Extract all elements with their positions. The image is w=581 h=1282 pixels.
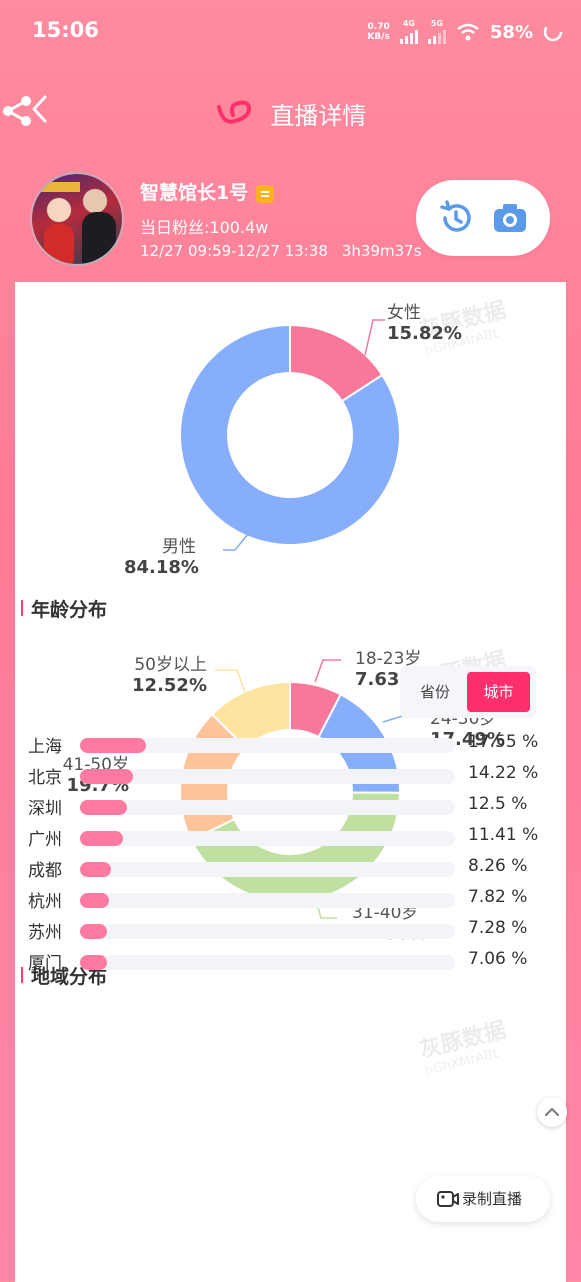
shop-badge-icon xyxy=(256,184,275,203)
region-bar-track xyxy=(80,955,455,970)
region-row: 成都 8.26 % xyxy=(28,854,558,885)
chevron-up-icon xyxy=(545,1107,559,1116)
region-percent: 7.06 % xyxy=(468,949,528,969)
region-bar xyxy=(80,924,108,939)
region-name: 杭州 xyxy=(28,892,62,912)
streamer-name-row: 智慧馆长1号 xyxy=(140,178,275,205)
region-bar-track xyxy=(80,924,455,939)
leader-line-female xyxy=(364,319,385,356)
wifi-icon xyxy=(457,23,479,41)
history-icon[interactable] xyxy=(436,198,476,238)
record-video-icon xyxy=(437,1191,459,1207)
leader-line-male xyxy=(223,533,249,551)
region-percent: 14.22 % xyxy=(468,763,539,783)
region-bar xyxy=(80,955,107,970)
daily-fans: 当日粉丝:100.4w xyxy=(140,218,269,237)
region-name: 苏州 xyxy=(28,923,62,943)
region-bar xyxy=(80,769,134,784)
avatar-sign-graphic xyxy=(40,182,80,192)
region-row: 上海 17.55 % xyxy=(28,730,558,761)
region-bar xyxy=(80,800,127,815)
region-percent: 7.28 % xyxy=(468,918,528,938)
signal-4g-icon: 4G xyxy=(399,20,418,44)
region-row: 苏州 7.28 % xyxy=(28,916,558,947)
region-bar-track xyxy=(80,769,455,784)
page-title: 直播详情 xyxy=(270,102,367,130)
status-time: 15:06 xyxy=(32,18,99,42)
streamer-profile: 智慧馆长1号 当日粉丝:100.4w 12/27 09:59-12/27 13:… xyxy=(30,172,560,268)
page-title-wrap: 直播详情 xyxy=(0,96,581,131)
region-row: 深圳 12.5 % xyxy=(28,792,558,823)
region-row: 杭州 7.82 % xyxy=(28,885,558,916)
region-bar xyxy=(80,893,110,908)
live-time: 12/27 09:59-12/27 13:38 3h39m37s xyxy=(140,242,422,260)
region-bar-track xyxy=(80,862,455,877)
region-percent: 8.26 % xyxy=(468,856,528,876)
toggle-province[interactable]: 省份 xyxy=(419,683,450,701)
region-bar xyxy=(80,831,123,846)
avatar[interactable] xyxy=(30,172,124,266)
quick-tools xyxy=(416,180,550,256)
region-name: 成都 xyxy=(28,861,62,881)
net-speed: 0.70 KB/s xyxy=(367,22,390,42)
region-percent: 12.5 % xyxy=(468,794,528,814)
region-bar-track xyxy=(80,831,455,846)
slice-male xyxy=(179,323,401,546)
region-bar-track xyxy=(80,893,455,908)
battery-level: 58% xyxy=(489,21,533,43)
region-name: 广州 xyxy=(28,830,62,850)
leader-line-50-plus xyxy=(215,669,246,693)
nav-bar: 直播详情 xyxy=(0,80,581,144)
status-icons: 0.70 KB/s 4G 5G 58% xyxy=(367,20,563,44)
region-section-title: 地域分布 xyxy=(20,962,107,989)
region-name: 北京 xyxy=(28,768,62,788)
record-live-button[interactable]: 录制直播 xyxy=(416,1176,550,1222)
status-bar: 15:06 0.70 KB/s 4G 5G 58% xyxy=(0,0,581,64)
region-row: 北京 14.22 % xyxy=(28,761,558,792)
gender-donut-chart xyxy=(179,319,401,551)
live-duration: 3h39m37s xyxy=(341,242,422,260)
region-bar xyxy=(80,738,146,753)
region-percent: 17.55 % xyxy=(468,732,539,752)
app-logo-icon xyxy=(216,100,251,124)
region-bar xyxy=(80,862,112,877)
region-name: 上海 xyxy=(28,737,62,757)
live-time-range: 12/27 09:59-12/27 13:38 xyxy=(140,242,328,260)
region-toggle: 省份 城市 xyxy=(400,666,536,718)
scroll-to-top-button[interactable] xyxy=(537,1097,567,1127)
region-percent: 11.41 % xyxy=(468,825,539,845)
region-bar-track xyxy=(80,738,455,753)
camera-icon[interactable] xyxy=(490,198,530,238)
region-list: 上海 17.55 % 北京 14.22 % 深圳 12.5 % 广州 11.41 % 成都 8.2… xyxy=(28,730,558,978)
region-row: 广州 11.41 % xyxy=(28,823,558,854)
region-name: 厦门 xyxy=(28,954,62,974)
back-arrow-icon[interactable] xyxy=(26,94,56,124)
legend-age-50-plus: 50岁以上 12.52% xyxy=(132,655,207,696)
region-bar-track xyxy=(80,800,455,815)
toggle-city[interactable]: 城市 xyxy=(467,672,530,712)
age-section-title: 年龄分布 xyxy=(20,595,107,622)
share-icon[interactable] xyxy=(0,94,34,128)
streamer-name: 智慧馆长1号 xyxy=(140,182,249,204)
legend-female: 女性 15.82% xyxy=(387,303,462,344)
signal-5g-icon: 5G xyxy=(427,20,446,44)
region-row: 厦门 7.06 % xyxy=(28,947,558,978)
leader-line-18-23 xyxy=(314,659,341,683)
legend-male: 男性 84.18% xyxy=(124,537,199,578)
battery-ring-icon xyxy=(543,22,563,42)
region-name: 深圳 xyxy=(28,799,62,819)
region-percent: 7.82 % xyxy=(468,887,528,907)
